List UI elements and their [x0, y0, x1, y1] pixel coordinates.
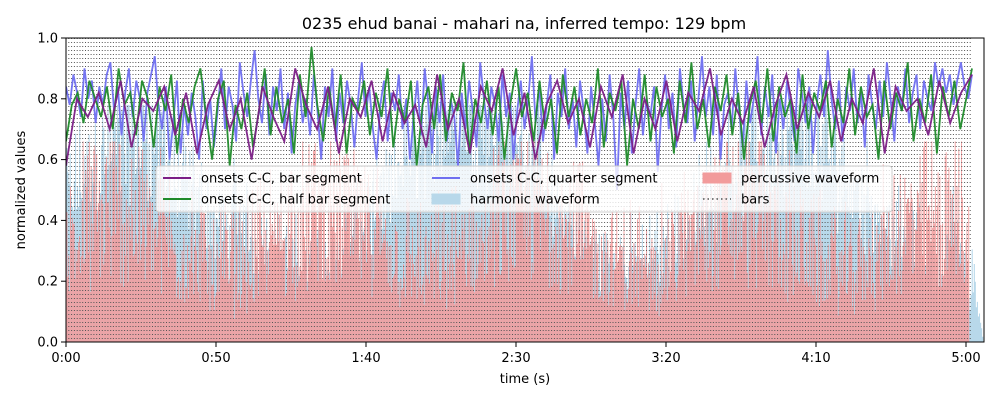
legend-label: onsets C-C, bar segment — [201, 172, 362, 187]
legend-item: onsets C-C, bar segment — [163, 172, 362, 187]
y-tick-label: 0.2 — [37, 275, 58, 290]
legend-label: onsets C-C, quarter segment — [470, 172, 657, 187]
legend-item: bars — [703, 193, 770, 208]
legend-item: onsets C-C, half bar segment — [163, 193, 390, 208]
y-tick-label: 0.6 — [37, 153, 58, 168]
series-lines — [66, 47, 973, 191]
legend-label: harmonic waveform — [470, 193, 600, 208]
y-axis-label: normalized values — [14, 130, 29, 249]
x-tick-label: 3:20 — [651, 351, 680, 366]
legend-label: onsets C-C, half bar segment — [201, 193, 390, 208]
x-axis-label: time (s) — [500, 372, 550, 387]
series-line — [66, 47, 973, 166]
legend-swatch — [702, 172, 732, 184]
y-tick-label: 1.0 — [37, 32, 58, 47]
y-tick-label: 0.8 — [37, 92, 58, 107]
legend-item: onsets C-C, quarter segment — [432, 172, 657, 187]
x-axis: 0:00 0:50 1:40 2:30 3:20 4:10 5:00 — [51, 342, 981, 366]
legend-label: bars — [741, 193, 770, 208]
x-tick-label: 4:10 — [801, 351, 830, 366]
y-tick-label: 0.4 — [37, 214, 58, 229]
legend-swatch — [431, 193, 461, 205]
x-tick-label: 1:40 — [351, 351, 380, 366]
x-tick-label: 0:50 — [201, 351, 230, 366]
x-tick-label: 5:00 — [951, 351, 980, 366]
y-tick-label: 0.0 — [37, 336, 58, 351]
legend-label: percussive waveform — [741, 172, 879, 187]
legend-item: harmonic waveform — [431, 193, 600, 208]
plot-frame — [65, 37, 985, 343]
x-tick-label: 2:30 — [501, 351, 530, 366]
x-tick-label: 0:00 — [51, 351, 80, 366]
y-axis: 0.0 0.2 0.4 0.6 0.8 1.0 — [37, 32, 66, 351]
series-line — [66, 68, 973, 166]
chart-title: 0235 ehud banai - mahari na, inferred te… — [302, 14, 746, 33]
legend: onsets C-C, bar segment onsets C-C, half … — [155, 165, 893, 213]
legend-item: percussive waveform — [702, 172, 879, 187]
